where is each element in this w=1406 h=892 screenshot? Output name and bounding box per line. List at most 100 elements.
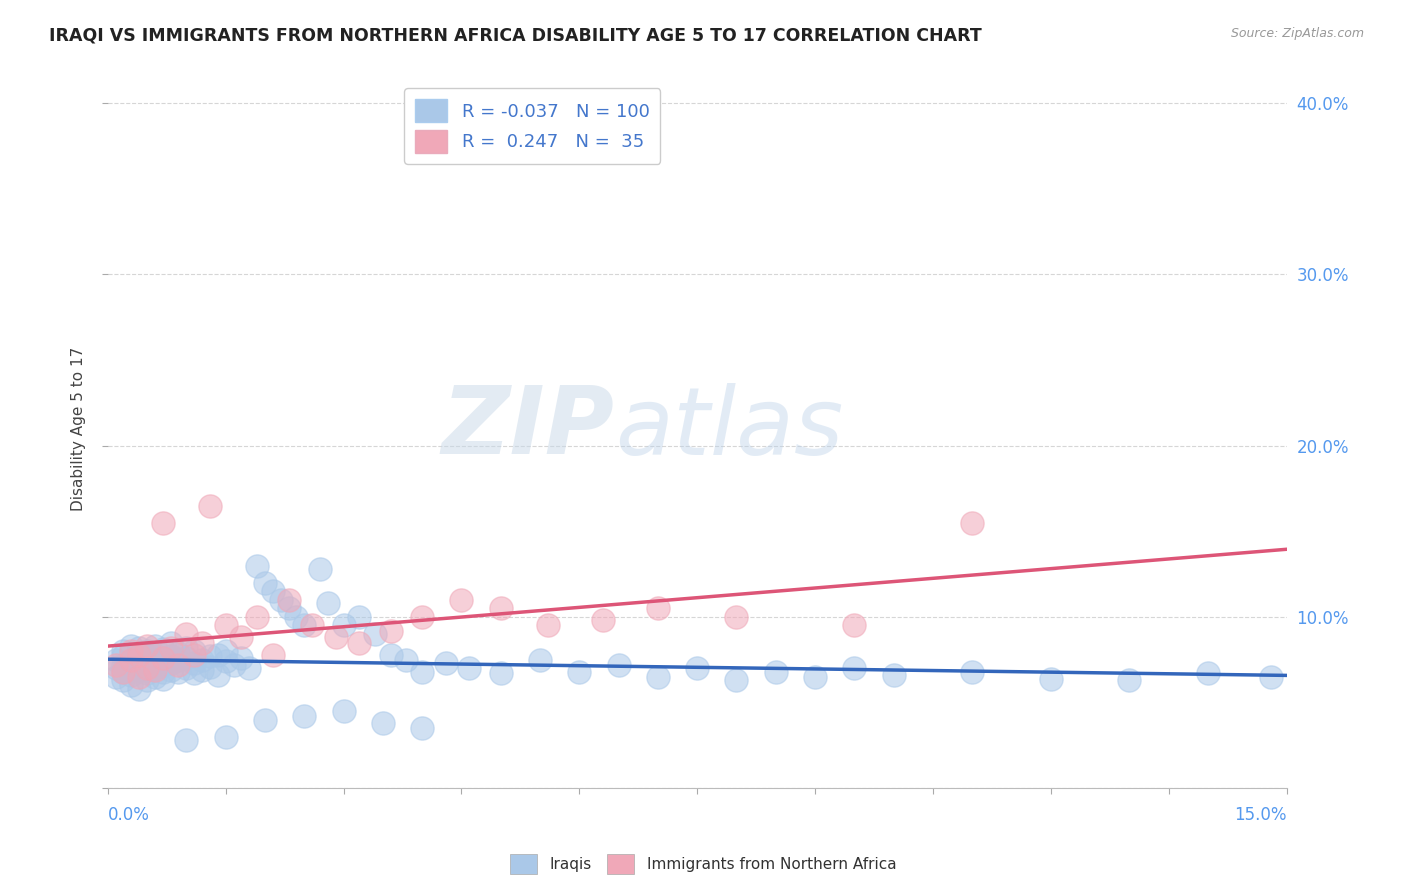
Point bbox=[176, 640, 198, 655]
Point bbox=[191, 635, 214, 649]
Point bbox=[489, 666, 512, 681]
Point bbox=[765, 665, 787, 679]
Point bbox=[607, 657, 630, 672]
Point bbox=[176, 627, 198, 641]
Point bbox=[152, 657, 174, 672]
Point bbox=[159, 657, 181, 671]
Point bbox=[167, 653, 190, 667]
Point bbox=[120, 639, 142, 653]
Point bbox=[152, 651, 174, 665]
Point bbox=[136, 666, 159, 681]
Point bbox=[325, 631, 347, 645]
Point bbox=[112, 649, 135, 664]
Point bbox=[128, 663, 150, 677]
Point bbox=[120, 668, 142, 682]
Point bbox=[143, 655, 166, 669]
Point bbox=[411, 665, 433, 679]
Point bbox=[686, 661, 709, 675]
Point bbox=[309, 562, 332, 576]
Point bbox=[537, 618, 560, 632]
Point bbox=[411, 722, 433, 736]
Point bbox=[568, 665, 591, 679]
Point bbox=[285, 610, 308, 624]
Point bbox=[128, 657, 150, 671]
Point bbox=[152, 651, 174, 665]
Point bbox=[152, 672, 174, 686]
Point bbox=[176, 651, 198, 665]
Point bbox=[112, 665, 135, 679]
Point bbox=[489, 601, 512, 615]
Point bbox=[136, 649, 159, 664]
Point bbox=[183, 666, 205, 681]
Point bbox=[332, 704, 354, 718]
Point bbox=[198, 499, 221, 513]
Point bbox=[136, 653, 159, 667]
Point bbox=[112, 657, 135, 672]
Text: ZIP: ZIP bbox=[441, 383, 614, 475]
Point bbox=[292, 709, 315, 723]
Point bbox=[277, 592, 299, 607]
Point bbox=[167, 665, 190, 679]
Point bbox=[167, 646, 190, 660]
Point bbox=[120, 655, 142, 669]
Point bbox=[128, 670, 150, 684]
Point bbox=[136, 659, 159, 673]
Point bbox=[136, 661, 159, 675]
Point bbox=[332, 618, 354, 632]
Point bbox=[143, 670, 166, 684]
Point bbox=[191, 663, 214, 677]
Point bbox=[349, 610, 371, 624]
Point bbox=[159, 649, 181, 664]
Point bbox=[647, 670, 669, 684]
Point bbox=[128, 646, 150, 660]
Point bbox=[198, 649, 221, 664]
Point bbox=[159, 635, 181, 649]
Y-axis label: Disability Age 5 to 17: Disability Age 5 to 17 bbox=[72, 346, 86, 510]
Point bbox=[176, 661, 198, 675]
Point bbox=[176, 733, 198, 747]
Point bbox=[270, 592, 292, 607]
Text: 15.0%: 15.0% bbox=[1234, 806, 1286, 824]
Point bbox=[301, 618, 323, 632]
Legend: R = -0.037   N = 100, R =  0.247   N =  35: R = -0.037 N = 100, R = 0.247 N = 35 bbox=[404, 88, 661, 163]
Point bbox=[231, 651, 253, 665]
Point bbox=[214, 618, 236, 632]
Point bbox=[136, 639, 159, 653]
Point bbox=[128, 640, 150, 655]
Point bbox=[960, 516, 983, 530]
Point bbox=[292, 618, 315, 632]
Point bbox=[725, 673, 748, 688]
Point bbox=[183, 657, 205, 671]
Point bbox=[120, 659, 142, 673]
Point bbox=[143, 663, 166, 677]
Point bbox=[1260, 670, 1282, 684]
Text: 0.0%: 0.0% bbox=[108, 806, 149, 824]
Point bbox=[152, 516, 174, 530]
Point bbox=[128, 651, 150, 665]
Point bbox=[112, 673, 135, 688]
Point bbox=[183, 644, 205, 658]
Point bbox=[198, 659, 221, 673]
Point bbox=[128, 681, 150, 696]
Point bbox=[1118, 673, 1140, 688]
Point bbox=[214, 644, 236, 658]
Point bbox=[231, 631, 253, 645]
Point bbox=[253, 575, 276, 590]
Point bbox=[725, 610, 748, 624]
Point bbox=[844, 618, 866, 632]
Point bbox=[143, 639, 166, 653]
Point bbox=[222, 657, 245, 672]
Point bbox=[277, 601, 299, 615]
Point bbox=[1197, 666, 1219, 681]
Point bbox=[152, 642, 174, 657]
Point bbox=[804, 670, 827, 684]
Point bbox=[883, 668, 905, 682]
Point bbox=[647, 601, 669, 615]
Point bbox=[371, 716, 394, 731]
Point bbox=[104, 670, 127, 684]
Point bbox=[120, 678, 142, 692]
Point bbox=[592, 613, 614, 627]
Point bbox=[434, 657, 457, 671]
Point bbox=[159, 663, 181, 677]
Point bbox=[458, 661, 481, 675]
